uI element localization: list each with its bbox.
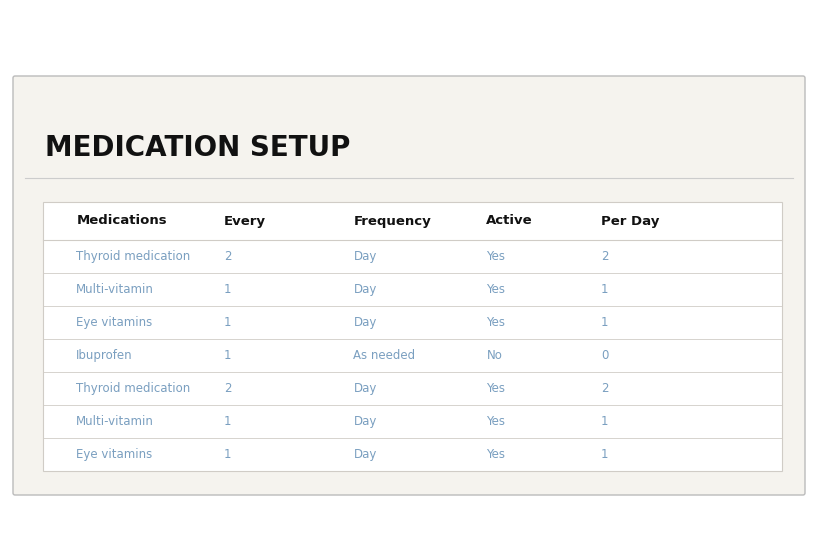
Text: Day: Day xyxy=(353,316,377,329)
FancyBboxPatch shape xyxy=(13,76,805,495)
Text: Yes: Yes xyxy=(487,448,506,461)
Text: 2: 2 xyxy=(601,382,609,395)
Text: 1: 1 xyxy=(601,283,609,296)
Text: Active: Active xyxy=(487,214,533,228)
Text: 1: 1 xyxy=(224,349,231,362)
Text: Yes: Yes xyxy=(487,415,506,428)
Text: 2: 2 xyxy=(601,250,609,263)
Text: Thyroid medication: Thyroid medication xyxy=(76,382,191,395)
Text: Frequency: Frequency xyxy=(353,214,431,228)
Text: Multi-vitamin: Multi-vitamin xyxy=(76,415,154,428)
Text: Day: Day xyxy=(353,448,377,461)
Bar xyxy=(43,202,782,471)
Text: Eye vitamins: Eye vitamins xyxy=(76,448,152,461)
Text: Every: Every xyxy=(224,214,266,228)
Text: 1: 1 xyxy=(601,415,609,428)
Text: Eye vitamins: Eye vitamins xyxy=(76,316,152,329)
Text: Yes: Yes xyxy=(487,316,506,329)
Text: Yes: Yes xyxy=(487,283,506,296)
Text: Yes: Yes xyxy=(487,382,506,395)
Text: 1: 1 xyxy=(224,448,231,461)
Text: 1: 1 xyxy=(224,316,231,329)
Text: Day: Day xyxy=(353,415,377,428)
Text: MEDICATION SETUP: MEDICATION SETUP xyxy=(45,134,350,162)
Text: 1: 1 xyxy=(224,283,231,296)
Text: Day: Day xyxy=(353,283,377,296)
Text: Day: Day xyxy=(353,250,377,263)
Text: 2: 2 xyxy=(224,382,231,395)
Text: No: No xyxy=(487,349,502,362)
Text: 1: 1 xyxy=(601,316,609,329)
Text: Yes: Yes xyxy=(487,250,506,263)
Text: As needed: As needed xyxy=(353,349,416,362)
Text: Per Day: Per Day xyxy=(601,214,659,228)
Text: 0: 0 xyxy=(601,349,609,362)
Text: Ibuprofen: Ibuprofen xyxy=(76,349,133,362)
Text: Medications: Medications xyxy=(76,214,167,228)
Text: 1: 1 xyxy=(224,415,231,428)
Text: Thyroid medication: Thyroid medication xyxy=(76,250,191,263)
Text: 2: 2 xyxy=(224,250,231,263)
Text: 1: 1 xyxy=(601,448,609,461)
Text: Multi-vitamin: Multi-vitamin xyxy=(76,283,154,296)
Text: Day: Day xyxy=(353,382,377,395)
